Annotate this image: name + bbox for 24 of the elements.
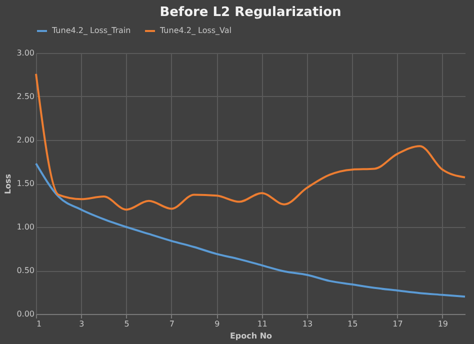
- y-axis-title: Loss: [4, 174, 13, 194]
- line-series: [35, 162, 466, 298]
- y-tick-label: 2.50: [16, 92, 34, 101]
- x-tick-label: 9: [214, 320, 220, 328]
- x-axis-title: Epoch No: [230, 332, 273, 340]
- x-tick-label: 17: [392, 320, 403, 328]
- x-tick-label: 3: [79, 320, 84, 328]
- chart-title: Before L2 Regularization: [160, 5, 342, 20]
- legend-label: Tune4.2_ Loss_Val: [159, 26, 232, 35]
- y-tick-label: 3.00: [16, 48, 34, 58]
- y-tick-label: 2.00: [16, 136, 34, 144]
- x-tick-label: 19: [438, 320, 448, 328]
- line-series: [35, 72, 466, 211]
- y-tick-label: 1.50: [16, 179, 34, 188]
- legend-label: Tune4.2_ Loss_Train: [51, 26, 131, 35]
- x-tick-label: 11: [257, 320, 268, 328]
- x-tick-label: 15: [348, 320, 358, 328]
- x-tick-label: 5: [124, 320, 130, 328]
- x-tick-label: 7: [169, 320, 175, 328]
- x-tick-label: 1: [36, 320, 42, 328]
- y-tick-label: 1.00: [16, 222, 34, 232]
- x-tick-label: 13: [302, 320, 313, 328]
- y-tick-label: 0.50: [16, 266, 34, 275]
- y-tick-label: 0.00: [16, 310, 34, 318]
